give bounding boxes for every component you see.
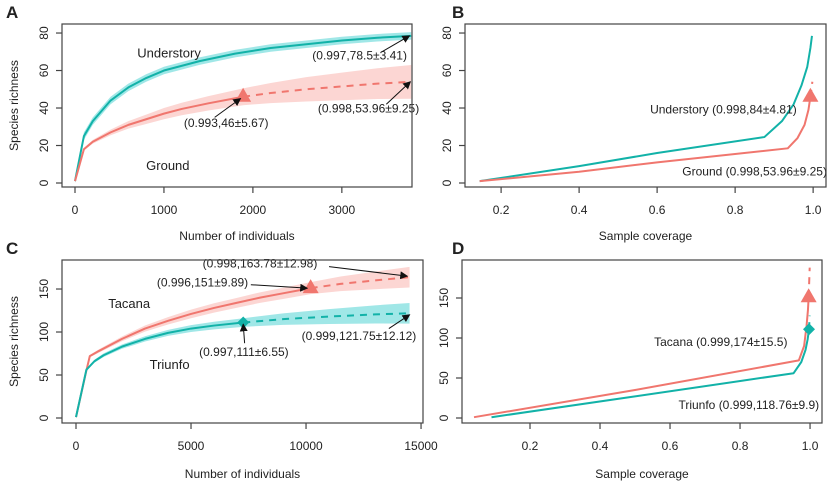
y-tick-label: 150 [437,288,451,308]
diamond-marker-triunfo [802,323,815,336]
annotation-label: Ground (0.998,53.96±9.25) [682,165,827,179]
confidence-band-ground [75,64,412,183]
x-axis-title: Number of individuals [185,467,300,481]
line-extrapolated-tacana [310,276,410,290]
x-tick-label: 1.0 [805,203,822,217]
annotation-label: (0.996,151±9.89) [157,275,248,289]
y-tick-label: 50 [37,368,51,382]
plot-frame [61,259,424,424]
x-tick-label: 1000 [151,203,178,217]
y-tick-label: 0 [37,179,51,186]
annotation-label: Understory (0.998,84±4.81) [650,103,797,117]
annotation-label: (0.999,121.75±12.12) [302,329,417,343]
confidence-band-tacana [76,266,410,418]
panel-letter: B [452,3,464,22]
panel-b: B Understory (0.998,84±4.81) Ground (0.998… [440,3,827,243]
y-axis-title: Species richness [7,296,21,387]
x-tick-label: 0.8 [727,203,744,217]
x-axis-title: Sample coverage [599,229,693,243]
y-tick-label: 40 [440,101,454,115]
x-tick-label: 0.8 [732,439,749,453]
y-axis-title: Species richness [7,60,21,151]
line-interpolated-triunfo [75,321,244,418]
series-label-tacana: Tacana [108,296,151,311]
y-tick-label: 0 [437,414,451,421]
line-interpolated-ground [479,96,812,183]
triangle-marker-ground [802,87,819,102]
x-tick-label: 0.2 [493,203,510,217]
annotation-label: (0.993,46±5.67) [184,116,269,130]
x-tick-label: 0.2 [522,439,539,453]
annotation-arrow [381,35,411,53]
line-interpolated-understory [479,35,813,183]
annotation-label: (0.997,78.5±3.41) [312,48,407,62]
line-interpolated-triunfo [491,329,810,419]
y-tick-label: 60 [37,64,51,78]
panel-d: D Tacana (0.999,174±15.5) Triunfo (0.999,1… [437,239,823,481]
annotation-label: (0.998,163.78±12.98) [203,257,318,271]
panel-letter: A [6,3,18,22]
triangle-marker-tacana [800,288,817,303]
x-tick-label: 1.0 [802,439,819,453]
panel-letter: D [452,239,464,258]
line-interpolated-tacana [473,297,810,419]
annotation-label: Triunfo (0.999,118.76±9.9) [678,398,819,412]
x-tick-label: 0.6 [662,439,679,453]
y-tick-label: 0 [37,414,51,421]
x-tick-label: 10000 [289,439,323,453]
annotation-arrow [388,314,411,329]
line-extrapolated-triunfo [243,312,410,324]
series-label-understory: Understory [137,45,201,60]
annotation-label: (0.997,111±6.55) [199,345,289,359]
series-label-ground: Ground [146,158,189,173]
x-tick-label: 0.4 [592,439,609,453]
y-tick-label: 80 [37,26,51,40]
panel-a: A Understory Ground (0.997,78.5±3.41) (0.993… [6,3,419,243]
annotation-arrow [239,323,248,344]
y-tick-label: 50 [437,371,451,385]
annotation-arrow [328,266,409,280]
x-tick-label: 15000 [404,439,438,453]
confidence-band-understory [75,32,412,183]
line-interpolated-ground [74,95,244,182]
annotation-label: Tacana (0.999,174±15.5) [654,335,787,349]
panel-c: C Tacana Triunfo (0.996,151±9.89) (0.998,163… [6,239,438,481]
y-tick-label: 20 [440,139,454,153]
line-extrapolated-ground [242,80,412,98]
line-interpolated-understory [74,34,412,182]
x-tick-label: 5000 [178,439,205,453]
x-tick-label: 0.6 [649,203,666,217]
y-tick-label: 60 [440,64,454,78]
x-axis-title: Sample coverage [595,467,689,481]
x-axis-title: Number of individuals [179,229,294,243]
x-tick-label: 0 [72,203,79,217]
x-tick-label: 0.4 [571,203,588,217]
y-tick-label: 40 [37,101,51,115]
y-tick-label: 150 [37,279,51,299]
plot-frame [61,23,413,188]
line-interpolated-tacana [75,287,311,418]
y-tick-label: 100 [37,322,51,342]
series-label-triunfo: Triunfo [150,357,190,372]
x-tick-label: 0 [73,439,80,453]
x-tick-label: 2000 [240,203,267,217]
y-tick-label: 20 [37,139,51,153]
plot-frame [461,259,823,424]
y-tick-label: 0 [440,179,454,186]
plot-frame [464,23,827,188]
x-tick-label: 3000 [328,203,355,217]
y-tick-label: 80 [440,26,454,40]
annotation-arrow [214,98,242,118]
annotation-arrow [385,81,412,105]
y-tick-label: 100 [437,328,451,348]
panel-letter: C [6,239,18,258]
annotation-arrow [250,283,309,292]
annotation-label: (0.998,53.96±9.25) [318,102,419,116]
